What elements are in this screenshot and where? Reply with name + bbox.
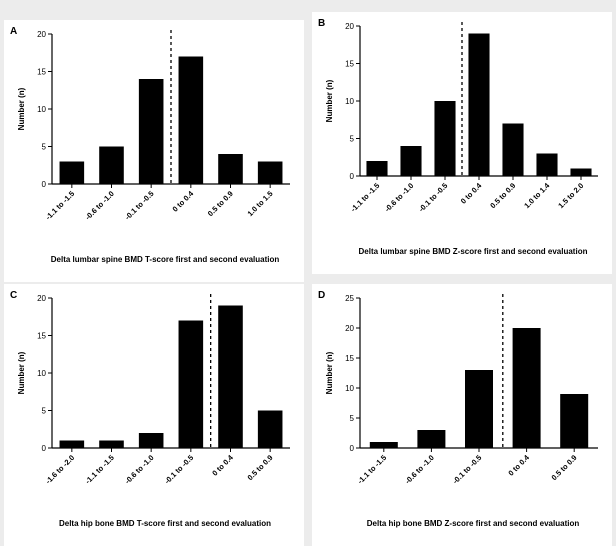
bar-b-5	[536, 153, 558, 176]
y-tick-label-d: 0	[350, 444, 355, 453]
y-tick-label-b: 15	[345, 60, 354, 69]
category-label-c-4: 0 to 0.4	[210, 452, 235, 477]
category-label-b-1: -0.6 to -1.0	[383, 181, 416, 214]
category-label-a-0: -1.1 to -1.5	[44, 189, 77, 222]
bar-a-2	[138, 79, 164, 184]
category-label-c-2: -0.6 to -1.0	[123, 453, 156, 486]
y-tick-label-c: 20	[37, 294, 46, 303]
category-label-d-2: -0.1 to -0.5	[451, 453, 484, 486]
y-axis-title-a: Number (n)	[17, 87, 26, 130]
category-label-a-5: 1.0 to 1.5	[246, 189, 275, 218]
bar-b-6	[570, 168, 592, 176]
panel-letter-b: B	[318, 18, 325, 29]
category-label-c-1: -1.1 to -1.5	[83, 453, 116, 486]
x-axis-title-c: Delta hip bone BMD T-score first and sec…	[59, 519, 271, 528]
category-label-c-0: -1.6 to -2.0	[44, 453, 77, 486]
bar-c-4	[218, 305, 243, 448]
panel-letter-d: D	[318, 290, 325, 301]
y-tick-label-c: 10	[37, 369, 46, 378]
y-tick-label-b: 20	[345, 22, 354, 31]
bar-a-3	[178, 56, 204, 184]
bar-d-1	[417, 430, 446, 448]
category-label-d-0: -1.1 to -1.5	[356, 453, 389, 486]
y-axis-title-b: Number (n)	[325, 79, 334, 122]
bar-d-0	[369, 442, 398, 448]
chart-a-svg: A Number (n) 0 5 10 15 20 -1.1 to -1.5 -0.6 to -…	[10, 26, 290, 264]
category-label-a-2: -0.1 to -0.5	[123, 189, 156, 222]
chart-d-svg: D Number (n) 0 5 10 15 20 25 -1.1 to -1.5 -0.6 to…	[318, 290, 598, 528]
category-label-d-3: 0 to 0.4	[506, 452, 531, 477]
x-axis-title-b: Delta lumbar spine BMD Z-score first and…	[359, 247, 588, 256]
y-tick-label-d: 5	[350, 414, 355, 423]
category-label-d-4: 0.5 to 0.9	[550, 453, 579, 482]
bar-a-0	[59, 161, 85, 184]
y-tick-label-b: 10	[345, 97, 354, 106]
y-tick-label-d: 15	[345, 354, 354, 363]
category-label-b-6: 1.5 to 2.0	[556, 181, 585, 210]
bar-c-5	[257, 410, 283, 448]
bar-d-4	[560, 394, 589, 448]
bar-d-2	[465, 370, 493, 448]
y-tick-label-c: 0	[42, 444, 47, 453]
bar-c-2	[138, 433, 164, 448]
bar-b-2	[434, 101, 456, 176]
y-axis-title-c: Number (n)	[17, 351, 26, 394]
y-tick-label-a: 15	[37, 68, 46, 77]
y-axis-title-d: Number (n)	[325, 351, 334, 394]
y-tick-label-a: 0	[42, 180, 47, 189]
category-label-b-5: 1.0 to 1.4	[522, 180, 552, 210]
bar-d-3	[512, 328, 541, 448]
chart-c-svg: C Number (n) 0 5 10 15 20 -1.6 to -2.0 -1.1 to -…	[10, 290, 290, 528]
bar-b-3	[468, 33, 490, 176]
category-label-a-3: 0 to 0.4	[171, 188, 196, 213]
chart-panel-a: A Number (n) 0 5 10 15 20 -1.1 to -1.5 -0.6 to -…	[4, 20, 304, 282]
bar-c-0	[59, 440, 85, 448]
category-label-c-3: -0.1 to -0.5	[163, 453, 196, 486]
y-tick-label-a: 10	[37, 105, 46, 114]
chart-panel-c: C Number (n) 0 5 10 15 20 -1.6 to -2.0 -1.1 to -…	[4, 284, 304, 546]
bar-b-0	[366, 161, 388, 176]
y-tick-label-d: 10	[345, 384, 354, 393]
category-label-b-2: -0.1 to -0.5	[417, 181, 450, 214]
category-label-a-4: 0.5 to 0.9	[206, 189, 235, 218]
y-tick-label-c: 5	[42, 407, 47, 416]
bar-a-5	[257, 161, 283, 184]
y-tick-label-d: 20	[345, 324, 354, 333]
x-axis-title-a: Delta lumbar spine BMD T-score first and…	[51, 255, 280, 264]
bar-a-4	[218, 154, 243, 184]
chart-panel-b: B Number (n) 0 5 10 15 20 -1.1 to -1.5 -0.6 to -…	[312, 12, 612, 274]
y-tick-label-c: 15	[37, 332, 46, 341]
category-label-c-5: 0.5 to 0.9	[246, 453, 275, 482]
category-label-b-3: 0 to 0.4	[459, 180, 484, 205]
bar-c-3	[178, 320, 204, 448]
panel-letter-a: A	[10, 26, 17, 37]
category-label-d-1: -0.6 to -1.0	[403, 453, 436, 486]
y-tick-label-b: 0	[350, 172, 355, 181]
y-tick-label-b: 5	[350, 135, 355, 144]
category-label-b-0: -1.1 to -1.5	[349, 181, 382, 214]
bar-b-1	[400, 146, 422, 176]
chart-panel-d: D Number (n) 0 5 10 15 20 25 -1.1 to -1.5 -0.6 to…	[312, 284, 612, 546]
x-axis-title-d: Delta hip bone BMD Z-score first and sec…	[367, 519, 580, 528]
category-label-b-4: 0.5 to 0.9	[488, 181, 517, 210]
y-tick-label-a: 20	[37, 30, 46, 39]
bar-a-1	[99, 146, 124, 184]
category-label-a-1: -0.6 to -1.0	[83, 189, 116, 222]
panel-letter-c: C	[10, 290, 17, 301]
y-tick-label-d: 25	[345, 294, 354, 303]
chart-b-svg: B Number (n) 0 5 10 15 20 -1.1 to -1.5 -0.6 to -…	[318, 18, 598, 256]
y-tick-label-a: 5	[42, 143, 47, 152]
bar-c-1	[99, 440, 124, 448]
bar-b-4	[502, 123, 524, 176]
